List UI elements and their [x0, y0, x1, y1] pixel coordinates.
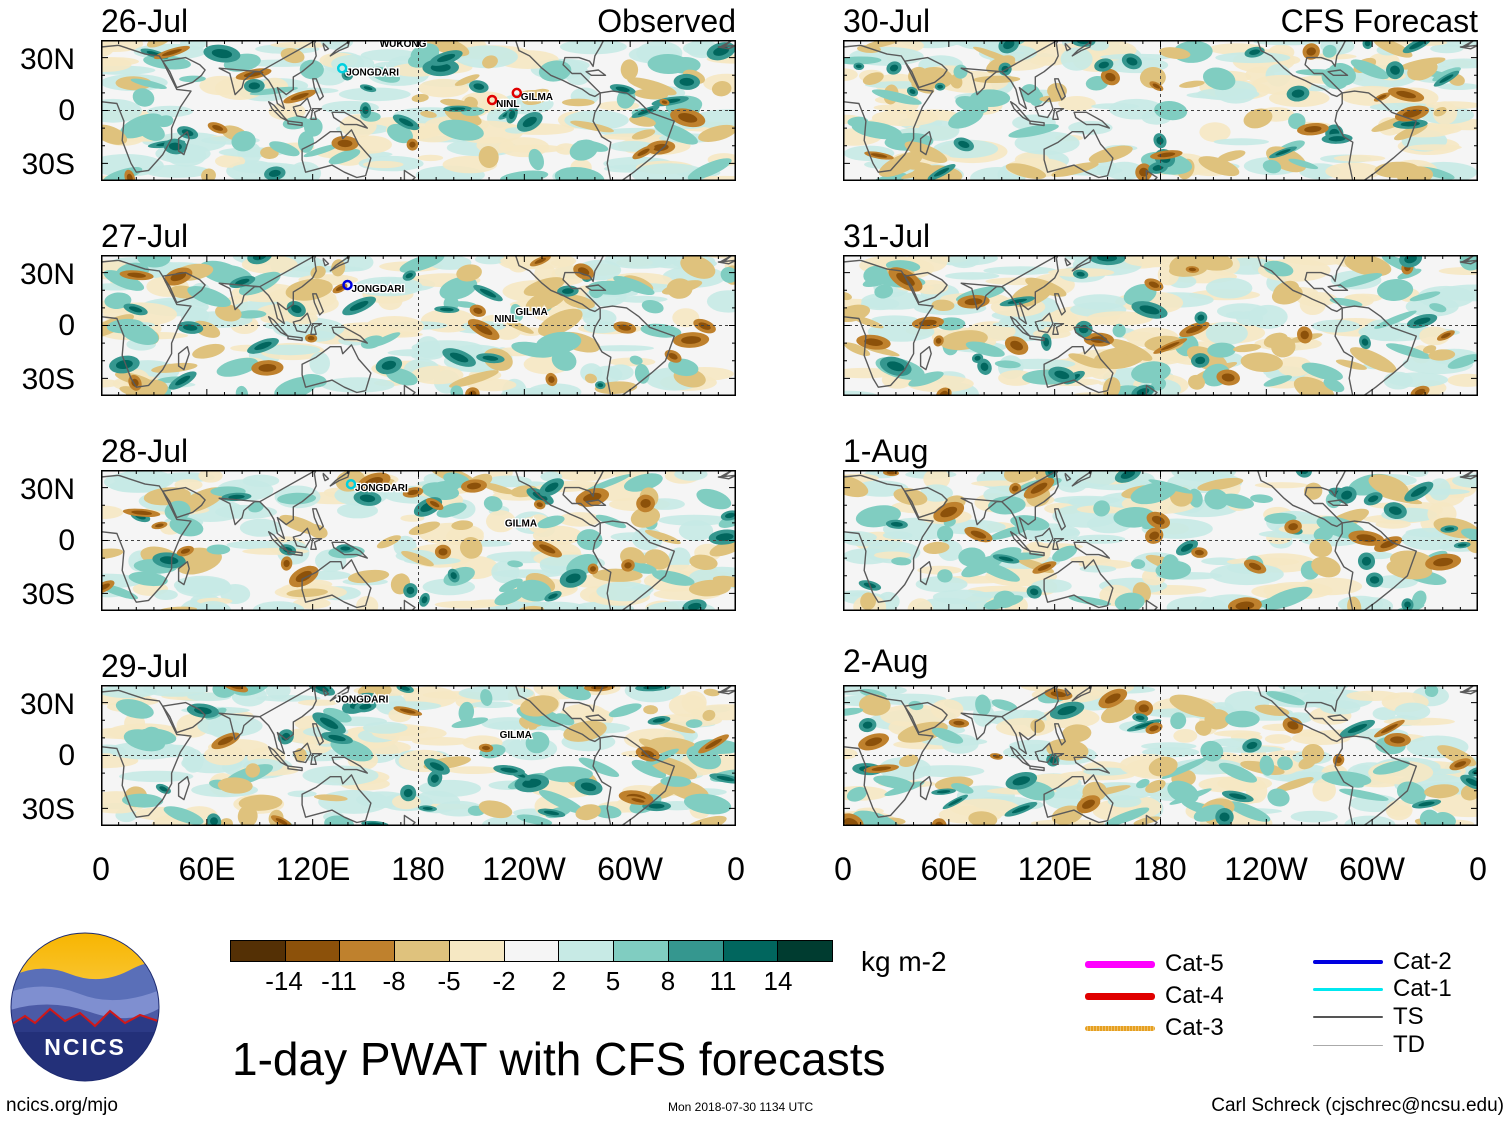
lon-label: 0 — [92, 851, 110, 887]
lon-label: 120W — [1224, 851, 1308, 887]
storm-label: GILMA — [500, 730, 532, 741]
colorbar-tick: -5 — [437, 966, 461, 996]
lat-30n: 30N — [19, 473, 75, 506]
forecast-map-1aug — [843, 470, 1478, 611]
legend-cat3: Cat-3 — [1085, 1014, 1224, 1042]
colorbar-cell — [614, 941, 669, 961]
main-title: 1-day PWAT with CFS forecasts — [232, 1033, 886, 1085]
colorbar-cell — [778, 941, 833, 961]
lon-label: 180 — [391, 851, 445, 887]
colorbar-cell — [668, 941, 724, 961]
colorbar-tick: -2 — [492, 966, 516, 996]
storm-label: JONGDARI — [336, 695, 389, 706]
colorbar-tick: 14 — [763, 966, 793, 996]
legend-cat1: Cat-1 — [1313, 975, 1452, 1003]
forecast-date-1: 30-Jul — [843, 3, 931, 39]
lat-30s: 30S — [21, 363, 75, 396]
storm-label: GILMA — [521, 92, 553, 103]
colorbar-cell — [449, 941, 505, 961]
observed-date-4: 29-Jul — [101, 648, 189, 684]
observed-map-28jul: JONGDARI GILMA — [101, 470, 736, 611]
colorbar-tick: 11 — [709, 966, 737, 996]
colorbar — [230, 940, 833, 962]
footer-timestamp: Mon 2018-07-30 1134 UTC — [668, 1100, 814, 1114]
observed-date-3: 28-Jul — [101, 433, 189, 469]
lat-eq: 0 — [58, 739, 75, 772]
storm-label: NINL — [496, 99, 519, 110]
lat-30s: 30S — [21, 148, 75, 181]
forecast-date-2: 31-Jul — [843, 218, 931, 254]
colorbar-tick: -11 — [321, 966, 357, 996]
legend-ts: TS — [1313, 1003, 1424, 1031]
lon-label: 0 — [727, 851, 745, 887]
colorbar-cell — [285, 941, 341, 961]
lon-label: 60E — [178, 851, 236, 887]
forecast-map-31jul — [843, 255, 1478, 396]
storm-label: GILMA — [505, 518, 537, 529]
lon-label: 0 — [1469, 851, 1487, 887]
lat-30n: 30N — [19, 43, 75, 76]
colorbar-tick: 5 — [605, 966, 621, 996]
observed-map-29jul: JONGDARI GILMA — [101, 685, 736, 826]
storm-label: GILMA — [516, 307, 548, 318]
colorbar-tick: -8 — [382, 966, 406, 996]
forecast-map-30jul — [843, 40, 1478, 181]
lat-30s: 30S — [21, 578, 75, 611]
lon-label: 0 — [834, 851, 852, 887]
colorbar-cell — [231, 941, 286, 961]
lat-30n: 30N — [19, 258, 75, 291]
colorbar-cell — [723, 941, 779, 961]
legend-cat4: Cat-4 — [1085, 982, 1224, 1010]
colorbar-cell — [559, 941, 615, 961]
observed-date-2: 27-Jul — [101, 218, 189, 254]
lat-eq: 0 — [58, 94, 75, 127]
forecast-date-4: 2-Aug — [843, 643, 929, 679]
colorbar-tick: 8 — [660, 966, 676, 996]
storm-label: NINL — [494, 314, 517, 325]
ncics-logo: NCICS — [10, 932, 160, 1082]
colorbar-cell — [395, 941, 450, 961]
legend-cat2: Cat-2 — [1313, 948, 1452, 976]
lon-label: 60W — [1339, 851, 1405, 887]
colorbar-cell — [340, 941, 396, 961]
storm-label: WUKONG — [380, 40, 427, 50]
storm-label: JONGDARI — [352, 284, 405, 295]
lat-eq: 0 — [58, 524, 75, 557]
colorbar-tick: 2 — [551, 966, 567, 996]
lat-30s: 30S — [21, 793, 75, 826]
lon-label: 120E — [1017, 851, 1093, 887]
footer-url: ncics.org/mjo — [6, 1095, 118, 1116]
lat-eq: 0 — [58, 309, 75, 342]
colorbar-tick: -14 — [265, 966, 303, 996]
lon-label: 180 — [1133, 851, 1187, 887]
legend-td: TD — [1313, 1031, 1425, 1059]
units-label: kg m-2 — [861, 946, 947, 977]
lat-30n: 30N — [19, 688, 75, 721]
lon-label: 60W — [597, 851, 663, 887]
lon-label: 120W — [482, 851, 566, 887]
legend-cat5: Cat-5 — [1085, 950, 1224, 978]
forecast-map-2aug — [843, 685, 1478, 826]
storm-label: JONGDARI — [346, 67, 399, 78]
observed-date-1: 26-Jul — [101, 3, 189, 39]
lon-label: 120E — [275, 851, 351, 887]
lon-label: 60E — [920, 851, 978, 887]
forecast-label: CFS Forecast — [1280, 3, 1478, 39]
footer-credit: Carl Schreck (cjschrec@ncsu.edu) — [1211, 1095, 1504, 1116]
forecast-date-3: 1-Aug — [843, 433, 929, 469]
colorbar-cell — [504, 941, 560, 961]
observed-label: Observed — [597, 3, 736, 39]
storm-label: JONGDARI — [355, 483, 408, 494]
logo-text: NCICS — [44, 1034, 126, 1060]
